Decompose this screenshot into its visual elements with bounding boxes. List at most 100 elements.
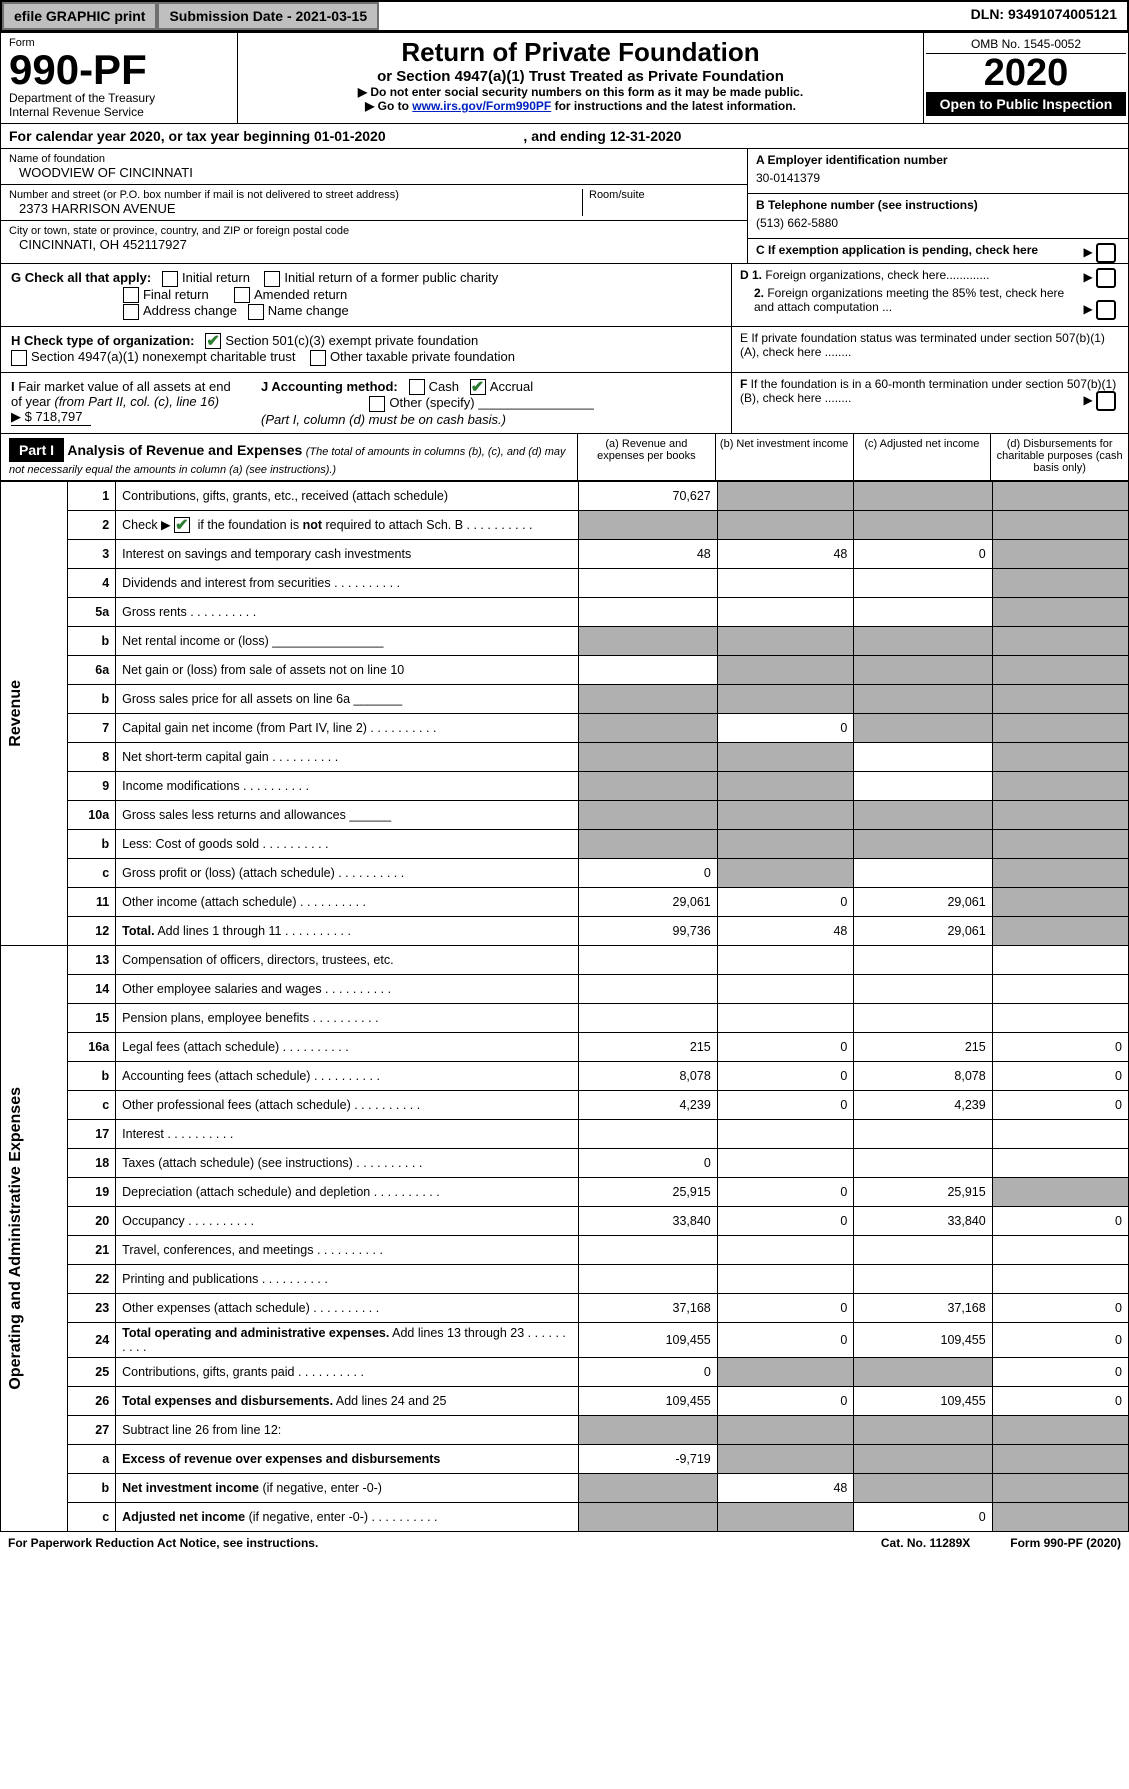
- initial-former-checkbox[interactable]: [264, 271, 280, 287]
- row-desc: Legal fees (attach schedule): [116, 1032, 579, 1061]
- cell-col-d: [992, 597, 1128, 626]
- cell-col-b: [717, 684, 854, 713]
- table-row: 26Total expenses and disbursements. Add …: [1, 1386, 1129, 1415]
- cell-col-c: [854, 1415, 992, 1444]
- cell-col-d: [992, 655, 1128, 684]
- cell-col-a: 37,168: [579, 1293, 717, 1322]
- f-checkbox[interactable]: [1096, 391, 1116, 411]
- row-num: 22: [68, 1264, 116, 1293]
- d2-label: 2. Foreign organizations meeting the 85%…: [740, 286, 1120, 314]
- row-desc: Other expenses (attach schedule): [116, 1293, 579, 1322]
- row-desc: Net short-term capital gain: [116, 742, 579, 771]
- d1-checkbox[interactable]: [1096, 268, 1116, 288]
- cell-col-c: [854, 1235, 992, 1264]
- cell-col-a: -9,719: [579, 1444, 717, 1473]
- row-desc: Gross profit or (loss) (attach schedule): [116, 858, 579, 887]
- ein-label: A Employer identification number: [756, 153, 1120, 167]
- row-desc: Net investment income (if negative, ente…: [116, 1473, 579, 1502]
- cell-col-c: [854, 829, 992, 858]
- cell-col-d: [992, 1119, 1128, 1148]
- row-desc: Depreciation (attach schedule) and deple…: [116, 1177, 579, 1206]
- checks-section-ij: I Fair market value of all assets at end…: [0, 373, 1129, 434]
- cell-col-d: [992, 568, 1128, 597]
- cell-col-a: 25,915: [579, 1177, 717, 1206]
- cell-col-a: 0: [579, 1148, 717, 1177]
- row-num: c: [68, 1090, 116, 1119]
- row-desc: Printing and publications: [116, 1264, 579, 1293]
- row-desc: Other professional fees (attach schedule…: [116, 1090, 579, 1119]
- address-change-checkbox[interactable]: [123, 304, 139, 320]
- cell-col-a: [579, 684, 717, 713]
- cell-col-b: [717, 1235, 854, 1264]
- row-desc: Dividends and interest from securities: [116, 568, 579, 597]
- cell-col-c: [854, 1119, 992, 1148]
- cell-col-c: [854, 1473, 992, 1502]
- cell-col-b: [717, 742, 854, 771]
- cell-col-c: 215: [854, 1032, 992, 1061]
- cell-col-b: [717, 481, 854, 510]
- submission-date: Submission Date - 2021-03-15: [157, 2, 379, 30]
- fmv-value: ▶ $ 718,797: [11, 409, 91, 426]
- address-label: Number and street (or P.O. box number if…: [9, 189, 582, 201]
- accrual-checkbox[interactable]: [470, 379, 486, 395]
- cell-col-d: 0: [992, 1206, 1128, 1235]
- j-note: (Part I, column (d) must be on cash basi…: [261, 412, 506, 427]
- cell-col-c: [854, 626, 992, 655]
- row-num: 20: [68, 1206, 116, 1235]
- 501c3-checkbox[interactable]: [205, 333, 221, 349]
- cell-col-c: [854, 510, 992, 539]
- amended-return-checkbox[interactable]: [234, 287, 250, 303]
- open-public-inspection: Open to Public Inspection: [926, 92, 1126, 116]
- part1-tag: Part I: [9, 438, 64, 462]
- cell-col-c: 109,455: [854, 1322, 992, 1357]
- table-row: 16aLegal fees (attach schedule)21502150: [1, 1032, 1129, 1061]
- f-label: F If the foundation is in a 60-month ter…: [740, 377, 1120, 405]
- exemption-checkbox[interactable]: [1096, 243, 1116, 263]
- table-row: 23Other expenses (attach schedule)37,168…: [1, 1293, 1129, 1322]
- cash-checkbox[interactable]: [409, 379, 425, 395]
- table-row: 14Other employee salaries and wages: [1, 974, 1129, 1003]
- cell-col-c: [854, 1264, 992, 1293]
- table-row: 6aNet gain or (loss) from sale of assets…: [1, 655, 1129, 684]
- col-d-header: (d) Disbursements for charitable purpose…: [991, 434, 1128, 480]
- row-num: 1: [68, 481, 116, 510]
- name-change-checkbox[interactable]: [248, 304, 264, 320]
- row-num: c: [68, 858, 116, 887]
- 4947-checkbox[interactable]: [11, 350, 27, 366]
- table-row: cAdjusted net income (if negative, enter…: [1, 1502, 1129, 1531]
- row-num: 16a: [68, 1032, 116, 1061]
- efile-button[interactable]: efile GRAPHIC print: [2, 2, 157, 30]
- cell-col-b: 0: [717, 1090, 854, 1119]
- page-footer: For Paperwork Reduction Act Notice, see …: [0, 1532, 1129, 1554]
- room-label: Room/suite: [589, 189, 739, 201]
- cell-col-b: [717, 568, 854, 597]
- row-desc: Gross sales price for all assets on line…: [116, 684, 579, 713]
- cell-col-b: 0: [717, 1386, 854, 1415]
- cell-col-d: [992, 539, 1128, 568]
- final-return-checkbox[interactable]: [123, 287, 139, 303]
- cell-col-a: [579, 597, 717, 626]
- cell-col-b: [717, 771, 854, 800]
- city-value: CINCINNATI, OH 452117927: [9, 237, 739, 252]
- cell-col-d: 0: [992, 1293, 1128, 1322]
- d2-checkbox[interactable]: [1096, 300, 1116, 320]
- cell-col-a: [579, 713, 717, 742]
- cell-col-c: [854, 800, 992, 829]
- cell-col-a: 0: [579, 858, 717, 887]
- row-num: 4: [68, 568, 116, 597]
- footer-mid: Cat. No. 11289X: [881, 1536, 970, 1550]
- cell-col-d: [992, 1235, 1128, 1264]
- cell-col-b: [717, 1264, 854, 1293]
- h-label: H Check type of organization:: [11, 333, 194, 348]
- table-row: 17Interest: [1, 1119, 1129, 1148]
- cell-col-d: [992, 1264, 1128, 1293]
- cell-col-d: [992, 742, 1128, 771]
- cell-col-d: [992, 481, 1128, 510]
- other-taxable-checkbox[interactable]: [310, 350, 326, 366]
- other-method-checkbox[interactable]: [369, 396, 385, 412]
- cell-col-d: [992, 626, 1128, 655]
- row-num: 5a: [68, 597, 116, 626]
- initial-return-checkbox[interactable]: [162, 271, 178, 287]
- table-row: 8Net short-term capital gain: [1, 742, 1129, 771]
- col-c-header: (c) Adjusted net income: [854, 434, 992, 480]
